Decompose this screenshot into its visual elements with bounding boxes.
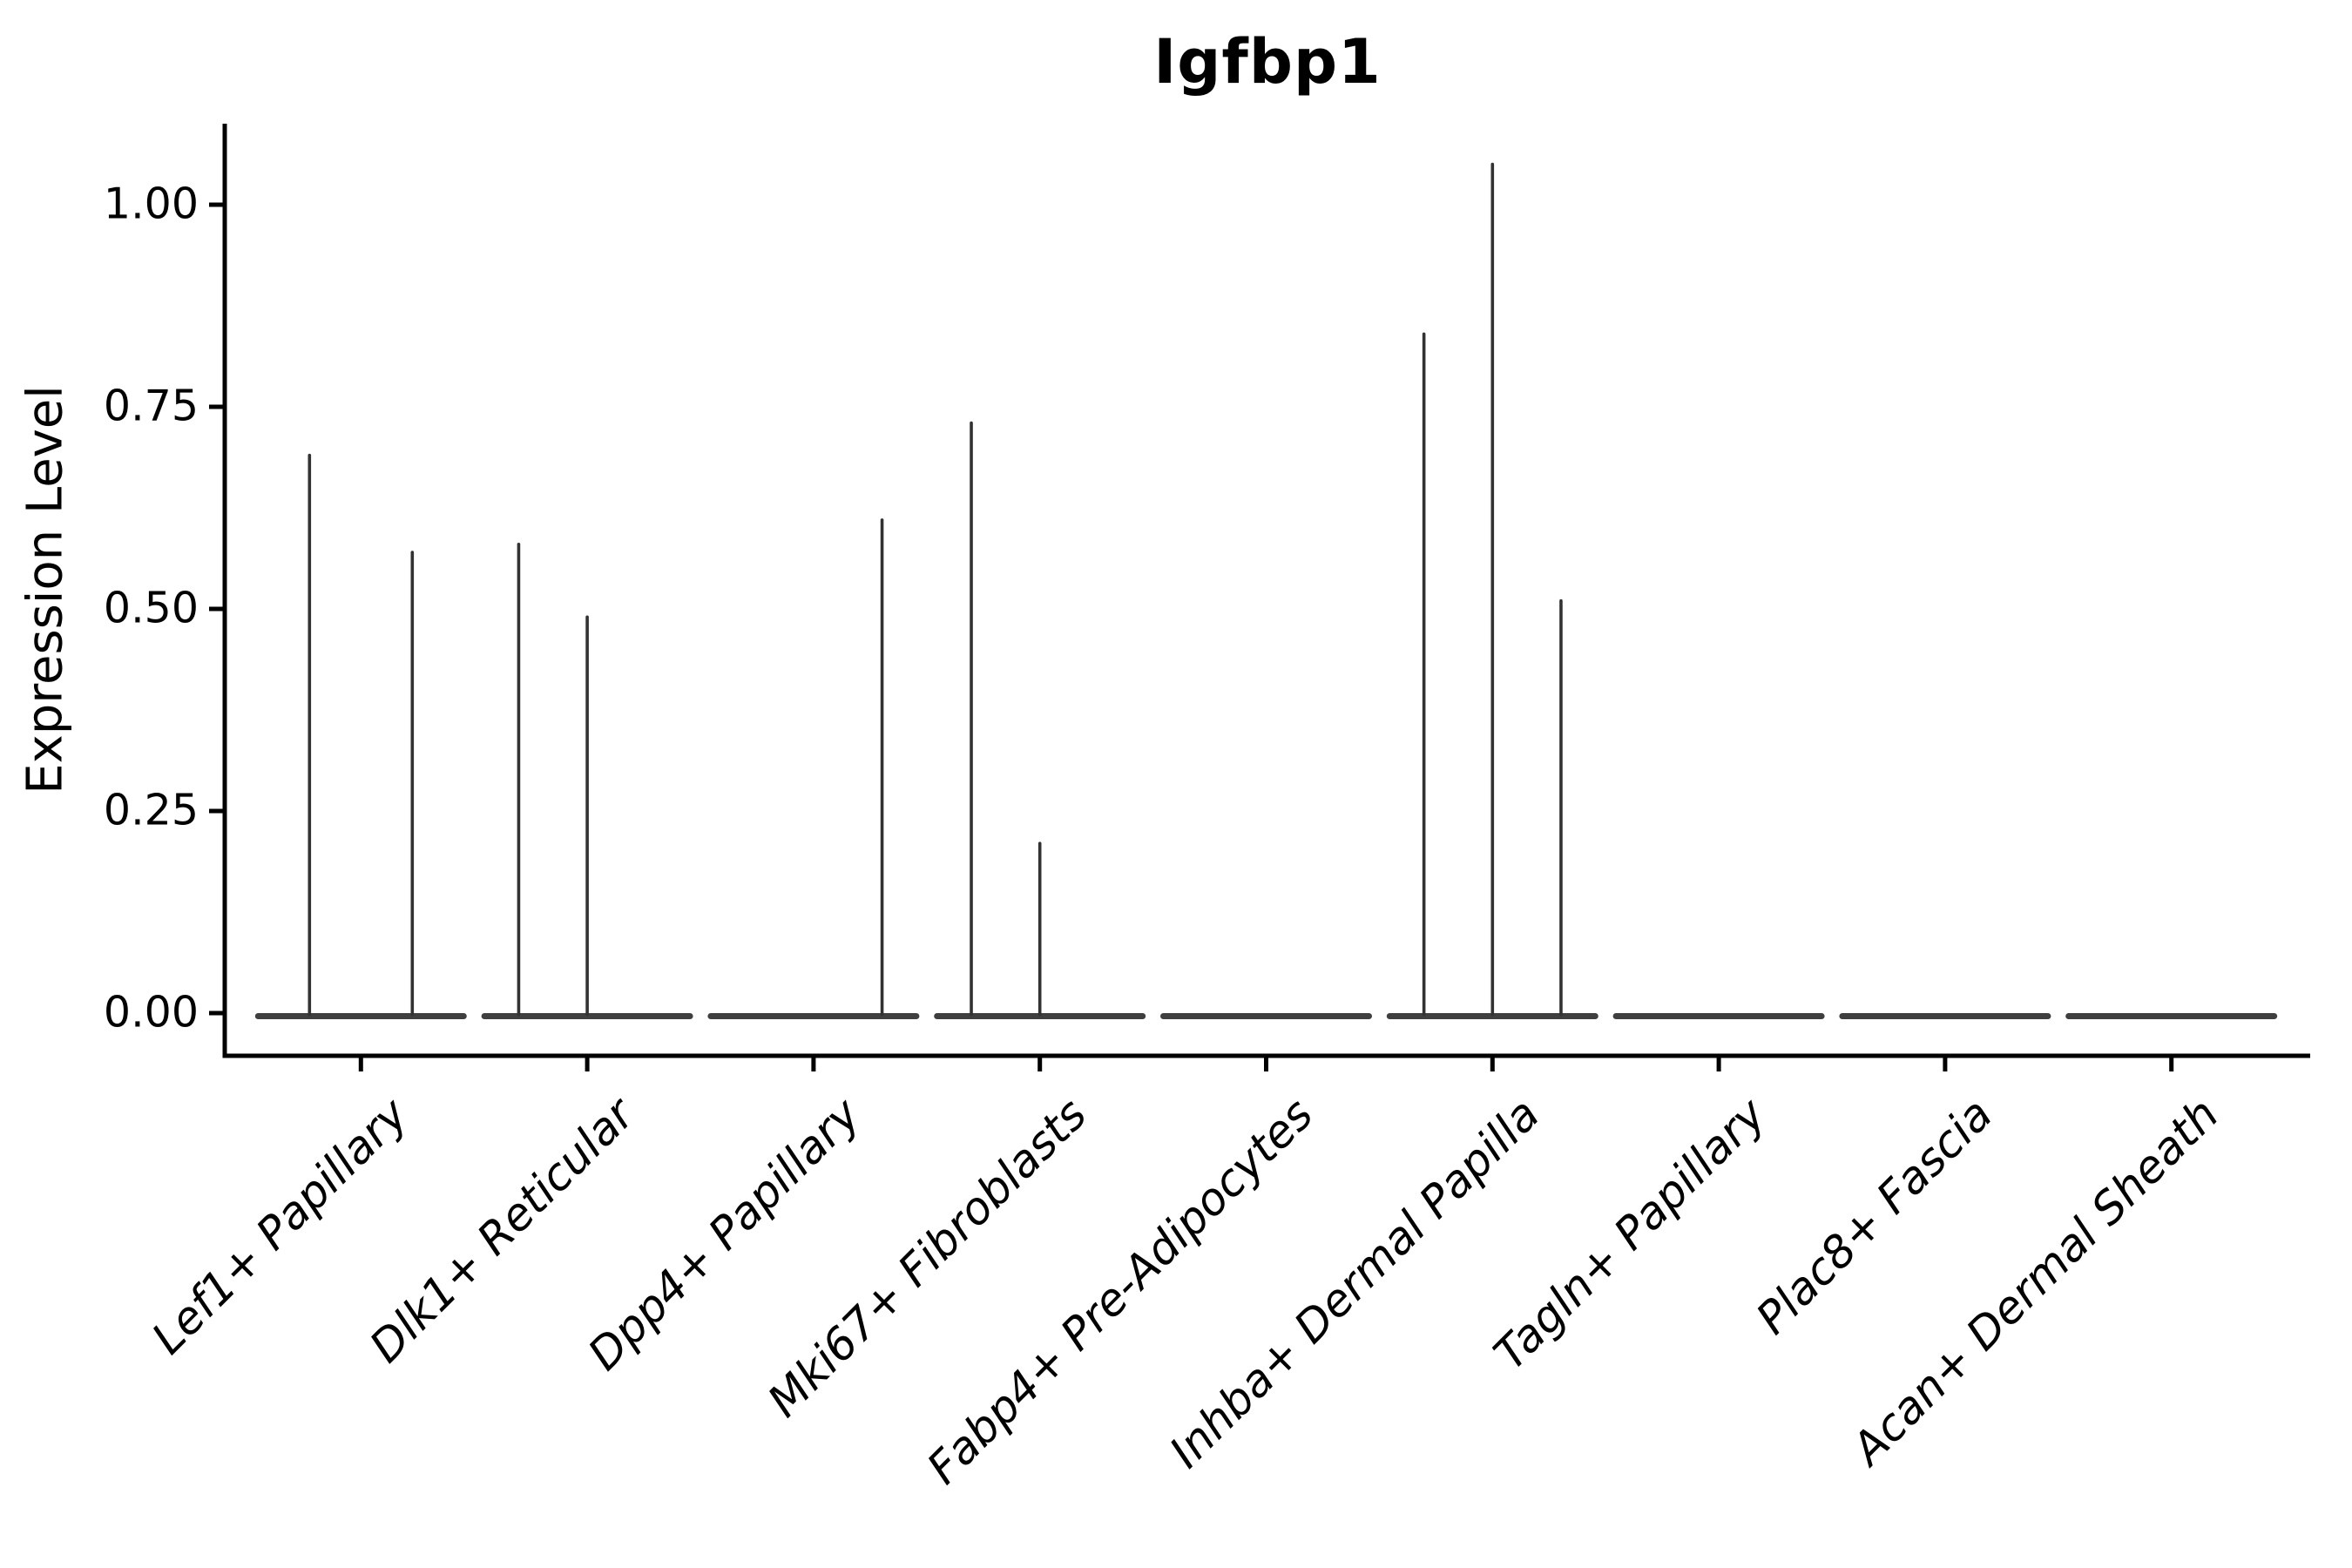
y-tick-label: 0.00 xyxy=(103,987,199,1037)
y-tick-label: 0.50 xyxy=(103,583,199,633)
chart-title: Igfbp1 xyxy=(1153,26,1382,98)
y-tick-label: 0.25 xyxy=(103,785,199,835)
y-tick-label: 1.00 xyxy=(103,179,199,229)
y-tick-label: 0.75 xyxy=(103,381,199,431)
